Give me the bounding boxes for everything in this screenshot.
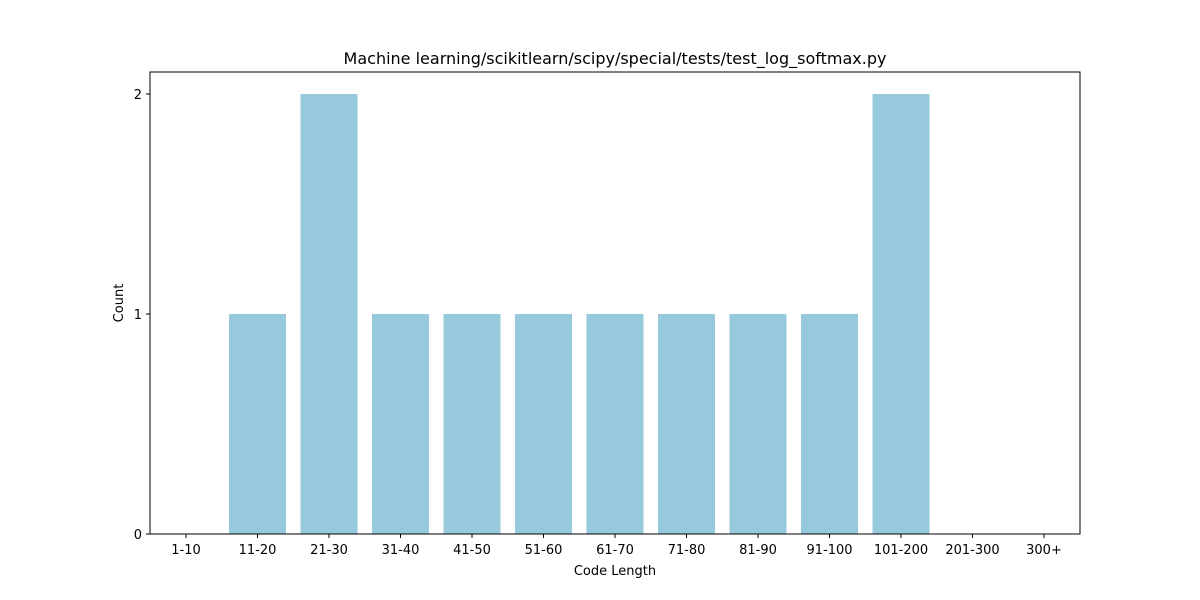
y-tick-label: 1 [134,308,142,323]
y-tick-label: 2 [134,88,142,103]
x-tick-label: 101-200 [874,543,928,558]
x-tick-label: 51-60 [525,543,563,558]
x-tick-label: 201-300 [945,543,999,558]
bar-91-100 [801,314,858,534]
x-axis-label: Code Length [574,564,656,579]
bar-81-90 [729,314,787,534]
bar-11-20 [229,314,286,534]
x-tick-label: 41-50 [453,543,491,558]
bar-51-60 [515,314,572,534]
x-tick-label: 31-40 [382,543,420,558]
x-tick-label: 81-90 [739,543,777,558]
bar-31-40 [372,314,429,534]
bars-group [229,94,930,534]
x-tick-label: 300+ [1026,543,1062,558]
bar-71-80 [658,314,715,534]
chart-title: Machine learning/scikitlearn/scipy/speci… [344,49,887,69]
bar-21-30 [300,94,358,534]
y-tick-label: 0 [134,528,142,543]
x-tick-label: 71-80 [668,543,706,558]
x-tick-label: 91-100 [806,543,852,558]
x-tick-label: 11-20 [239,543,277,558]
x-tick-label: 21-30 [310,543,348,558]
bar-41-50 [443,314,501,534]
y-axis-label: Count [112,284,127,323]
x-tick-label: 61-70 [596,543,634,558]
y-axis: 0 1 2 [134,88,150,543]
bar-61-70 [586,314,644,534]
x-axis: 1-10 11-20 21-30 31-40 41-50 51-60 61-70 71-80 8… [171,534,1062,558]
x-tick-label: 1-10 [171,543,201,558]
bar-101-200 [872,94,930,534]
